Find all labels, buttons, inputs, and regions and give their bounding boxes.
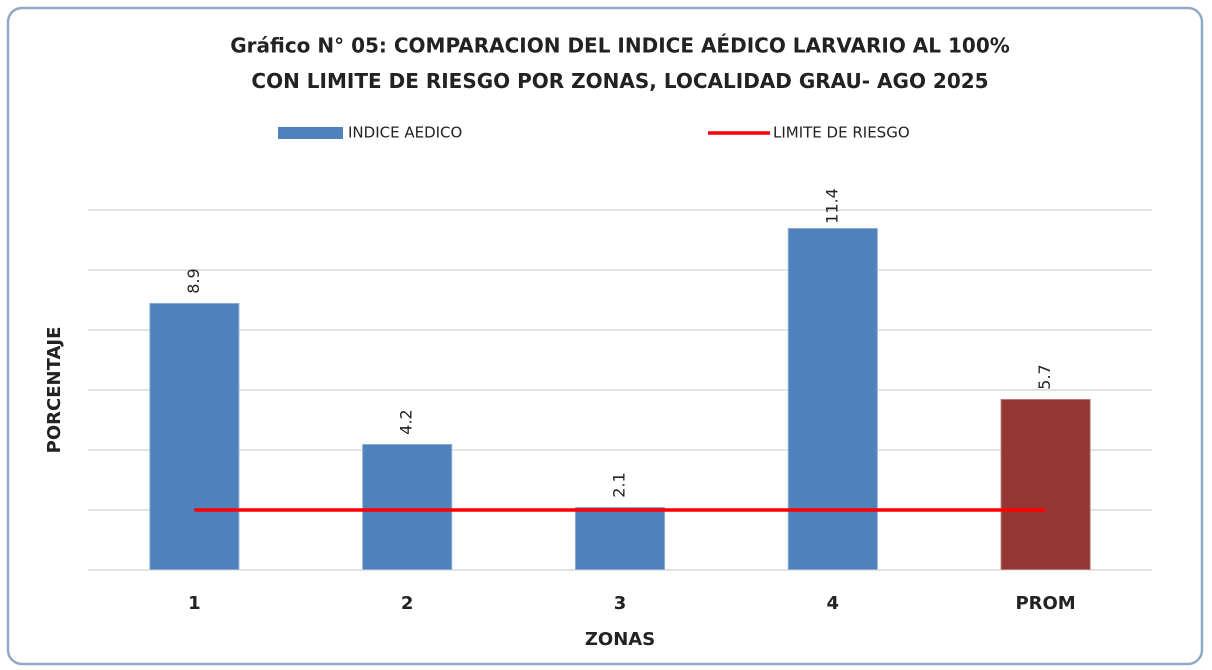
x-tick-label: 4	[827, 593, 840, 614]
legend-swatch	[278, 127, 343, 139]
data-label: 2.1	[610, 472, 629, 497]
data-label: 8.9	[184, 268, 203, 293]
bar	[999, 398, 1092, 571]
chart-title: CON LIMITE DE RIESGO POR ZONAS, LOCALIDA…	[251, 69, 988, 93]
data-label: 11.4	[822, 188, 841, 224]
bar	[786, 227, 879, 571]
bar	[148, 302, 241, 571]
chart-title-part: AGO 2025	[877, 69, 989, 93]
y-axis-label: PORCENTAJE	[44, 327, 65, 454]
legend-label: INDICE AEDICO	[348, 124, 462, 142]
chart-title: Gráfico N° 05: COMPARACION DEL INDICE AÉ…	[230, 34, 1010, 58]
x-tick-label: PROM	[1015, 593, 1075, 614]
x-tick-label: 3	[614, 593, 627, 614]
data-label: 5.7	[1035, 364, 1054, 389]
x-tick-label: 1	[188, 593, 201, 614]
x-tick-label: 2	[401, 593, 414, 614]
data-label: 4.2	[397, 409, 416, 434]
legend-label: LIMITE DE RIESGO	[773, 124, 910, 142]
bar	[361, 443, 454, 571]
chart-title-part: CON LIMITE DE RIESGO POR ZONAS, LOCALIDA…	[251, 69, 870, 93]
x-axis-label: ZONAS	[585, 629, 655, 650]
bar	[574, 506, 666, 571]
chart-frame	[6, 6, 1204, 666]
